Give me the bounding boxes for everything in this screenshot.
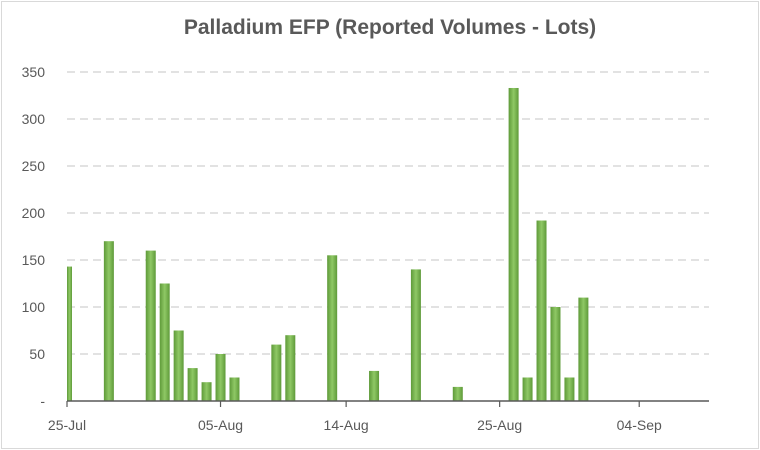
y-tick-label: 50 [29, 346, 45, 362]
bar [215, 354, 226, 401]
bar [508, 87, 519, 401]
bar [327, 255, 338, 401]
y-tick-label: 250 [22, 158, 46, 174]
x-axis-ticks: 25-Jul 05-Aug 14-Aug 25-Aug 04-Sep [48, 417, 662, 433]
bar [550, 307, 561, 401]
y-axis-ticks: - 50 100 150 200 250 300 350 [22, 64, 46, 409]
bar [271, 344, 282, 401]
chart-title: Palladium EFP (Reported Volumes - Lots) [183, 16, 597, 39]
bar [173, 330, 184, 401]
bar [578, 297, 589, 401]
axes [66, 400, 709, 407]
bar [285, 335, 296, 401]
x-tick-label: 14-Aug [324, 417, 369, 433]
bar [67, 266, 72, 401]
bar [536, 220, 547, 401]
bar [103, 241, 114, 401]
y-tick-label: 100 [22, 299, 46, 315]
y-tick-label: 300 [22, 111, 46, 127]
bar [410, 269, 421, 401]
bar [522, 377, 533, 401]
y-tick-label: 200 [22, 205, 46, 221]
bar [187, 368, 198, 401]
bar [564, 377, 575, 401]
bar [369, 370, 380, 401]
y-tick-label: - [40, 393, 45, 409]
bar [159, 283, 170, 401]
y-tick-label: 150 [22, 252, 46, 268]
y-tick-label: 350 [22, 64, 46, 80]
x-tick-label: 05-Aug [198, 417, 243, 433]
bar [145, 250, 156, 401]
bar [229, 377, 240, 401]
bar [452, 386, 463, 401]
x-tick-label: 04-Sep [617, 417, 662, 433]
x-tick-label: 25-Aug [477, 417, 522, 433]
bars [67, 87, 589, 401]
bar [201, 382, 212, 401]
x-tick-label: 25-Jul [48, 417, 86, 433]
